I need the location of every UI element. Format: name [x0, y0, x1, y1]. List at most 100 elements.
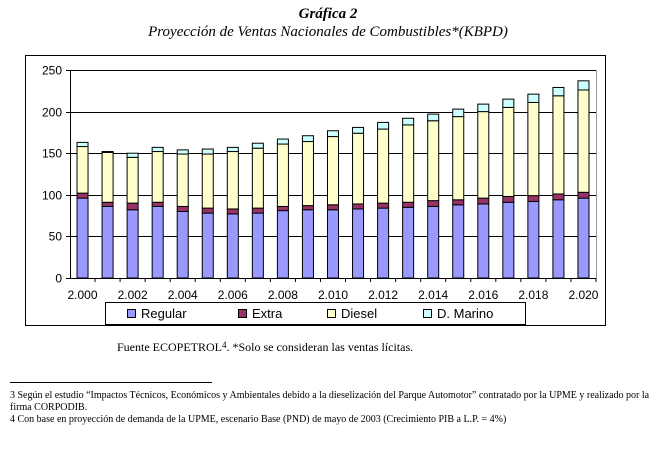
bar-diesel-2.008 — [276, 143, 289, 207]
bar-diesel-2.013 — [402, 124, 415, 203]
bar-extra-2.006 — [226, 208, 239, 215]
bar-diesel-2.012 — [377, 128, 390, 204]
source-note: Fuente ECOPETROL4. *Solo se consideran l… — [117, 340, 413, 355]
footnote-divider — [10, 382, 212, 383]
y-tick-label: 250 — [42, 64, 62, 78]
bar-diesel-2.011 — [352, 132, 365, 205]
bar-diesel-2.018 — [527, 101, 540, 197]
bar-extra-2.002 — [126, 202, 139, 211]
bar-d-marino-2.006 — [226, 146, 239, 153]
bar-diesel-2.001 — [101, 151, 114, 203]
bar-regular-2.011 — [352, 208, 365, 279]
bar-regular-2.018 — [527, 200, 540, 279]
bar-diesel-2.007 — [251, 147, 264, 209]
legend-swatch — [327, 309, 336, 318]
bar-extra-2.010 — [326, 204, 340, 211]
bar-d-marino-2.009 — [301, 135, 314, 143]
y-tick-label: 100 — [42, 189, 62, 203]
bar-extra-2.000 — [76, 192, 89, 199]
bar-extra-2.004 — [176, 205, 189, 212]
legend-swatch — [127, 309, 136, 318]
bar-diesel-2.000 — [76, 146, 89, 194]
bar-d-marino-2.017 — [502, 98, 515, 108]
bar-diesel-2.002 — [126, 156, 139, 204]
bar-extra-2.012 — [377, 202, 390, 209]
bar-d-marino-2.019 — [552, 86, 565, 97]
bar-d-marino-2.020 — [577, 80, 590, 91]
bar-extra-2.015 — [452, 199, 465, 206]
bar-extra-2.017 — [502, 195, 515, 203]
bar-d-marino-2.010 — [326, 130, 340, 138]
bar-regular-2.003 — [151, 205, 164, 279]
bar-regular-2.014 — [427, 205, 440, 279]
x-tick-label: 2.006 — [218, 288, 248, 302]
bar-d-marino-2.018 — [527, 93, 540, 103]
bar-regular-2.004 — [176, 210, 189, 279]
x-tick-label: 2.000 — [68, 288, 98, 302]
bar-d-marino-2.002 — [126, 152, 139, 158]
bar-extra-2.001 — [101, 201, 114, 207]
source-prefix: Fuente ECOPETROL — [117, 340, 222, 354]
bar-diesel-2.020 — [577, 89, 590, 193]
y-tick-label: 200 — [42, 106, 62, 120]
axes: 0 50 100 150 200 250 2.000 2.002 2.004 2.006 2.008… — [42, 64, 599, 303]
bar-regular-2.000 — [76, 197, 89, 279]
bar-regular-2.016 — [477, 203, 490, 279]
bar-diesel-2.006 — [226, 151, 239, 210]
bar-regular-2.019 — [552, 199, 565, 279]
bar-d-marino-2.015 — [452, 108, 465, 118]
source-suffix: . *Solo se consideran las ventas lícitas… — [226, 340, 414, 354]
bar-d-marino-2.007 — [251, 142, 264, 149]
bar-diesel-2.005 — [201, 153, 214, 209]
y-tick-label: 0 — [55, 272, 62, 286]
bar-diesel-2.015 — [452, 116, 465, 201]
x-tick-label: 2.018 — [518, 288, 548, 302]
bar-diesel-2.010 — [326, 136, 340, 206]
bar-extra-2.020 — [577, 191, 590, 199]
bar-d-marino-2.008 — [276, 138, 289, 145]
x-tick-label: 2.014 — [418, 288, 448, 302]
bar-regular-2.020 — [577, 197, 590, 279]
bar-diesel-2.017 — [502, 106, 515, 197]
bar-regular-2.012 — [377, 207, 390, 279]
legend-box — [105, 302, 526, 325]
bar-diesel-2.009 — [301, 141, 314, 207]
chart-title: Gráfica 2 — [298, 6, 358, 22]
bar-extra-2.007 — [251, 207, 264, 214]
bar-diesel-2.004 — [176, 153, 189, 207]
legend-label: Regular — [141, 306, 187, 321]
bar-diesel-2.019 — [552, 95, 565, 195]
bar-d-marino-2.000 — [76, 141, 89, 148]
bar-d-marino-2.003 — [151, 146, 164, 153]
footnote-3: 3 Según el estudio “Impactos Técnicos, E… — [10, 390, 650, 413]
bar-extra-2.013 — [402, 201, 415, 208]
legend-label: Extra — [252, 306, 283, 321]
x-tick-label: 2.008 — [268, 288, 298, 302]
bar-regular-2.015 — [452, 204, 465, 279]
bar-d-marino-2.011 — [352, 126, 365, 134]
bar-d-marino-2.012 — [377, 121, 390, 130]
bar-regular-2.005 — [201, 212, 214, 279]
bar-d-marino-2.001 — [101, 151, 114, 153]
bar-extra-2.005 — [201, 207, 214, 214]
bar-regular-2.008 — [276, 210, 289, 279]
bar-regular-2.017 — [502, 201, 515, 279]
bar-d-marino-2.013 — [402, 117, 415, 126]
x-tick-label: 2.020 — [568, 288, 598, 302]
x-tick-label: 2.002 — [118, 288, 148, 302]
legend-swatch — [238, 309, 247, 318]
bar-regular-2.013 — [402, 206, 415, 279]
bar-extra-2.018 — [527, 195, 540, 202]
bar-extra-2.014 — [427, 200, 440, 207]
bar-regular-2.006 — [226, 213, 239, 279]
x-tick-label: 2.010 — [318, 288, 348, 302]
bar-diesel-2.014 — [427, 120, 440, 202]
bar-regular-2.002 — [126, 209, 139, 279]
bar-diesel-2.003 — [151, 151, 164, 203]
bar-regular-2.009 — [301, 209, 314, 279]
y-tick-label: 150 — [42, 147, 62, 161]
legend: Regular Extra Diesel D. Marino — [105, 302, 526, 325]
bar-regular-2.007 — [251, 212, 264, 279]
bar-d-marino-2.004 — [176, 149, 189, 155]
